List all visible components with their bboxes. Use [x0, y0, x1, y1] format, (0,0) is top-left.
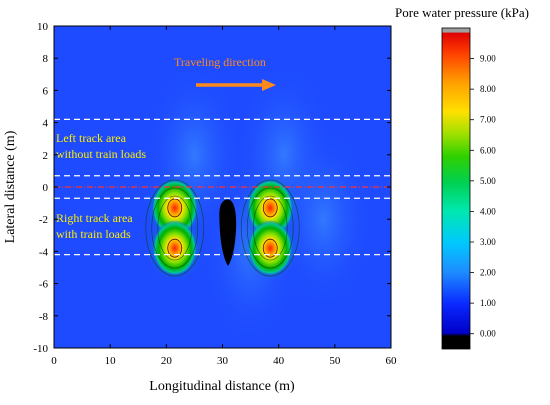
colorbar-tick-label: 0.00 — [480, 329, 496, 339]
colorbar-tick-label: 4.00 — [480, 206, 496, 216]
plot-area — [54, 26, 391, 348]
haze-blob — [275, 129, 372, 310]
y-tick-label: 8 — [43, 53, 49, 65]
colorbar-tick-label: 3.00 — [480, 237, 496, 247]
colorbar-tick-label: 8.00 — [480, 84, 496, 94]
x-tick-label: 50 — [329, 355, 341, 367]
direction-label: Traveling direction — [174, 55, 266, 69]
right-area-label-line2: with train loads — [56, 227, 131, 241]
peak-contour — [262, 238, 278, 258]
colorbar-ticks: 0.00 1.00 2.00 3.00 4.00 5.00 6.00 7.00 8.00 9.00 — [470, 54, 496, 339]
y-tick-label: -10 — [33, 343, 48, 355]
colorbar-title: Pore water pressure (kPa) — [395, 5, 529, 20]
left-area-label-line2: without train loads — [56, 147, 146, 161]
x-tick-label: 10 — [105, 355, 117, 367]
right-area-label-line1: Right track area — [56, 211, 133, 225]
contour-line — [252, 195, 288, 261]
x-tick-label: 20 — [161, 355, 173, 367]
direction-arrow — [196, 79, 276, 91]
y-tick-label: 10 — [37, 21, 49, 33]
peak-contour — [167, 198, 183, 218]
y-tick-label: 2 — [43, 150, 49, 162]
contour-line — [145, 179, 205, 277]
peak-contour — [262, 198, 278, 218]
contour-line — [151, 187, 199, 269]
train-body — [219, 199, 237, 266]
axes: 0 10 20 30 40 50 60 -10 -8 -6 -4 -2 0 2 4 6 8 10 — [33, 21, 397, 367]
x-tick-label: 30 — [217, 355, 229, 367]
x-tick-label: 40 — [273, 355, 285, 367]
colorbar-tick-label: 7.00 — [480, 115, 496, 125]
colorbar-tick-label: 6.00 — [480, 145, 496, 155]
colorbar-tick-label: 9.00 — [480, 54, 496, 64]
colorbar-tick-label: 1.00 — [480, 298, 496, 308]
y-tick-label: -8 — [39, 311, 49, 323]
colorbar — [441, 27, 471, 350]
left-area-label-line1: Left track area — [56, 131, 127, 145]
x-tick-label: 60 — [386, 355, 398, 367]
colorbar-tick-label: 2.00 — [480, 268, 496, 278]
contour-line — [246, 187, 294, 269]
contour-line — [157, 195, 193, 261]
x-axis-title: Longitudinal distance (m) — [149, 379, 295, 394]
y-tick-label: -6 — [39, 279, 49, 291]
peak-contour — [167, 238, 183, 258]
pressure-field — [144, 64, 372, 342]
y-tick-label: 0 — [43, 182, 49, 194]
y-tick-label: -4 — [39, 246, 49, 258]
y-tick-label: 6 — [43, 85, 49, 97]
colorbar-tick-label: 5.00 — [480, 176, 496, 186]
y-tick-label: 4 — [43, 118, 49, 130]
x-tick-label: 0 — [51, 355, 57, 367]
y-tick-label: -2 — [39, 214, 48, 226]
reference-lines — [54, 118, 391, 256]
y-axis-title: Lateral distance (m) — [3, 130, 18, 243]
pressure-peak — [152, 220, 198, 277]
contour-line — [240, 179, 300, 277]
pressure-peak — [247, 220, 293, 277]
